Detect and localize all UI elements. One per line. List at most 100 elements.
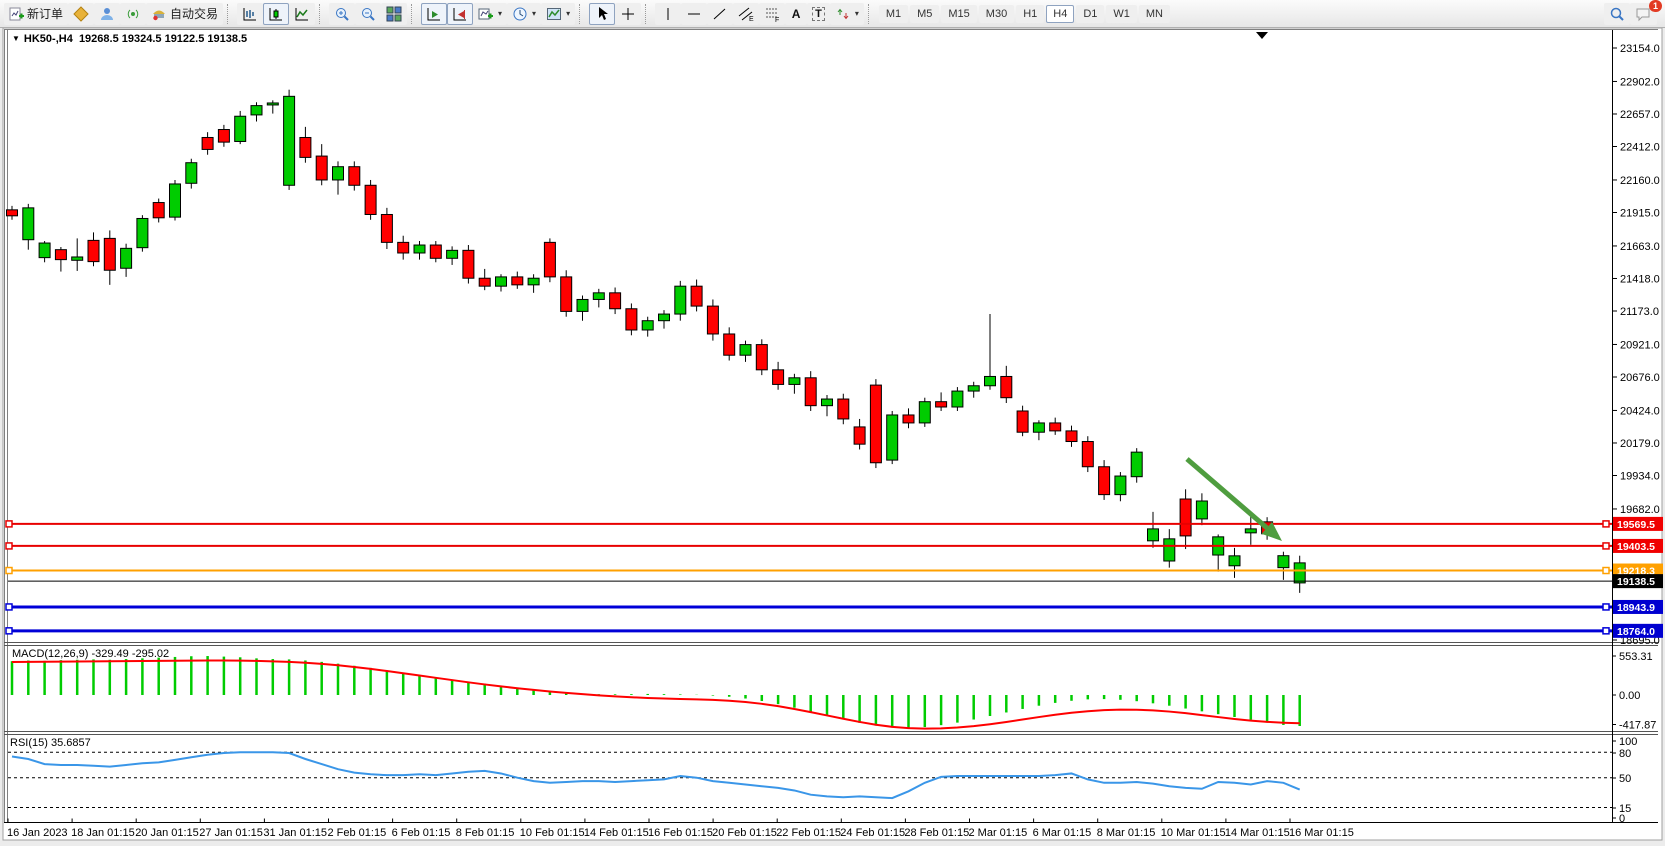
periods-button[interactable]: ▾ bbox=[507, 2, 542, 25]
templates-button[interactable]: ▾ bbox=[541, 2, 576, 25]
hline-handle[interactable] bbox=[1602, 566, 1610, 575]
price-tick-label: 20676.0 bbox=[1620, 372, 1660, 384]
date-label: 20 Jan 01:15 bbox=[135, 827, 199, 839]
crosshair-tool-button[interactable] bbox=[615, 2, 642, 25]
candle-body-down bbox=[1016, 410, 1029, 433]
search-button[interactable] bbox=[1604, 2, 1630, 25]
chart-title-text: HK50-,H4 19268.5 19324.5 19122.5 19138.5 bbox=[23, 33, 248, 45]
line-chart-mode-button[interactable] bbox=[289, 2, 316, 25]
channel-tool-button[interactable]: E bbox=[733, 2, 760, 25]
candle-body-down bbox=[315, 155, 328, 181]
trendline-tool-button[interactable] bbox=[707, 2, 734, 25]
zoom-out-button[interactable] bbox=[355, 2, 382, 25]
chart-title: ▼ HK50-,H4 19268.5 19324.5 19122.5 19138.… bbox=[12, 33, 247, 45]
date-label: 8 Mar 01:15 bbox=[1097, 827, 1156, 839]
date-label: 10 Feb 01:15 bbox=[520, 827, 585, 839]
hline-handle[interactable] bbox=[5, 603, 13, 611]
hline-handle[interactable] bbox=[1602, 627, 1610, 635]
candle-body-down bbox=[902, 414, 915, 424]
date-label: 8 Feb 01:15 bbox=[456, 827, 515, 839]
macd-scale-label: -417.87 bbox=[1619, 720, 1656, 732]
candle-body-up bbox=[576, 298, 589, 312]
horizontal-line-tool-button[interactable] bbox=[681, 2, 708, 25]
new-order-button[interactable]: 新订单 bbox=[4, 2, 69, 25]
hline-handle[interactable] bbox=[5, 542, 13, 550]
candle-body-up bbox=[266, 102, 279, 106]
bar-chart-mode-button[interactable] bbox=[237, 2, 264, 25]
date-label: 31 Jan 01:15 bbox=[263, 827, 327, 839]
gold-diamond-icon bbox=[73, 5, 89, 22]
chart-window-frame bbox=[2, 28, 1663, 841]
autotrading-label: 自动交易 bbox=[170, 7, 219, 21]
hline-handle[interactable] bbox=[1602, 520, 1610, 528]
timeframe-button-H1[interactable]: H1 bbox=[1016, 4, 1045, 23]
symbol-dropdown-icon[interactable]: ▼ bbox=[12, 34, 20, 43]
macd-scale-label: 0.00 bbox=[1619, 690, 1640, 702]
dropdown-caret: ▾ bbox=[498, 9, 503, 18]
candle-body-up bbox=[169, 183, 181, 218]
chart-canvas: 23154.0 22902.0 22657.0 22412.0 22160.0 21915… bbox=[2, 28, 1663, 841]
date-label: 16 Feb 01:15 bbox=[648, 827, 713, 839]
zoom-out-icon bbox=[362, 7, 375, 21]
hline-handle[interactable] bbox=[1602, 603, 1610, 611]
candle-body-up bbox=[886, 414, 899, 461]
text-label-tool-button[interactable]: T bbox=[807, 2, 830, 25]
timeframe-button-M1[interactable]: M1 bbox=[878, 4, 909, 23]
tile-windows-button[interactable] bbox=[381, 2, 408, 25]
chat-unread-badge: 1 bbox=[1648, 0, 1662, 12]
timeframe-button-M30[interactable]: M30 bbox=[978, 4, 1015, 23]
macd-indicator-label: MACD(12,26,9) -329.49 -295.02 bbox=[12, 648, 170, 660]
macd-signal-line bbox=[11, 659, 1300, 730]
auto-scroll-button[interactable] bbox=[421, 2, 448, 25]
cursor-tool-button[interactable] bbox=[589, 2, 616, 25]
timeframe-button-W1[interactable]: W1 bbox=[1106, 4, 1137, 23]
chat-button[interactable]: 1 bbox=[1630, 0, 1662, 25]
autotrading-button[interactable]: 自动交易 bbox=[146, 2, 224, 25]
price-badge-label: 19569.5 bbox=[1617, 519, 1655, 531]
timeframe-button-H4[interactable]: H4 bbox=[1046, 4, 1075, 23]
hline-handle[interactable] bbox=[5, 627, 13, 635]
candle-body-down bbox=[6, 209, 18, 217]
indicators-button[interactable]: ▾ bbox=[473, 2, 508, 25]
candle-body-up bbox=[234, 115, 247, 142]
chart-shift-button[interactable] bbox=[447, 2, 474, 25]
macd-scale-label: 553.31 bbox=[1619, 651, 1653, 663]
signals-button[interactable] bbox=[120, 2, 147, 25]
text-tool-button[interactable]: A bbox=[785, 2, 808, 25]
shapes-tool-button[interactable]: ▾ bbox=[829, 2, 864, 25]
market-watch-button[interactable] bbox=[68, 2, 95, 25]
rsi-scale-label: 0 bbox=[1619, 813, 1625, 825]
hline-handle[interactable] bbox=[1602, 542, 1610, 550]
candle-body-down bbox=[1049, 422, 1062, 432]
timeframe-button-MN[interactable]: MN bbox=[1138, 4, 1170, 23]
candle-body-down bbox=[217, 129, 230, 143]
candle-body-down bbox=[511, 276, 524, 286]
toolbar-separator bbox=[319, 3, 325, 24]
timeframe-button-D1[interactable]: D1 bbox=[1076, 4, 1105, 23]
vertical-line-tool-button[interactable] bbox=[655, 2, 682, 25]
autotrading-icon bbox=[153, 10, 166, 20]
candle-body-down bbox=[478, 277, 491, 287]
main-toolbar: 新订单 自动交易 ▾ ▾ bbox=[0, 0, 1665, 28]
hline-handle[interactable] bbox=[5, 566, 13, 575]
trend-arrow-head[interactable] bbox=[1261, 521, 1282, 541]
candle-body-up bbox=[739, 344, 752, 356]
hline-handle[interactable] bbox=[5, 520, 13, 528]
candle-body-up bbox=[38, 242, 51, 259]
candle-body-down bbox=[364, 184, 377, 215]
timeframe-button-M5[interactable]: M5 bbox=[910, 4, 940, 23]
candle-body-down bbox=[103, 237, 116, 271]
candle-chart-mode-button[interactable] bbox=[263, 2, 290, 25]
text-label-tool-icon: T bbox=[812, 6, 825, 21]
candle-body-up bbox=[185, 162, 198, 184]
zoom-in-button[interactable] bbox=[329, 2, 356, 25]
trend-arrow-line[interactable] bbox=[1185, 457, 1269, 530]
community-button[interactable] bbox=[94, 2, 121, 25]
candle-body-up bbox=[918, 401, 931, 424]
fibonacci-tool-button[interactable]: F bbox=[759, 2, 786, 25]
timeframe-button-M15[interactable]: M15 bbox=[941, 4, 977, 23]
date-label: 2 Feb 01:15 bbox=[328, 827, 387, 839]
chart-shift-marker[interactable] bbox=[1256, 32, 1268, 39]
price-tick-label: 23154.0 bbox=[1620, 43, 1660, 55]
add-indicator-icon bbox=[478, 8, 494, 19]
